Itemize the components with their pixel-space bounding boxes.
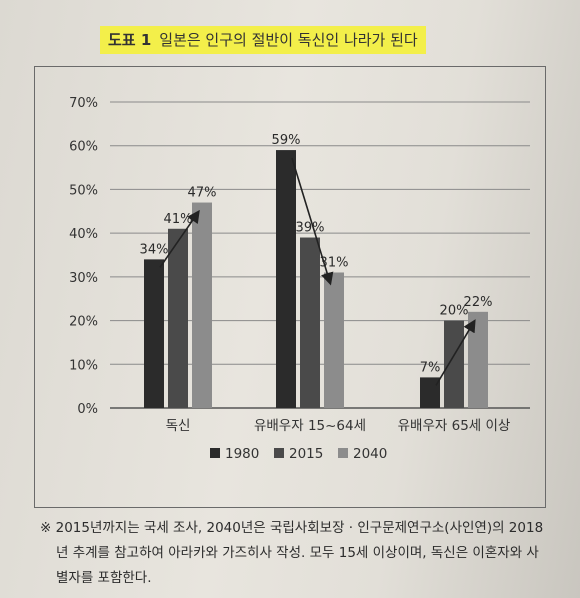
data-label: 34% xyxy=(140,242,169,257)
data-label: 31% xyxy=(320,255,349,270)
legend-label: 2040 xyxy=(353,446,387,462)
bar-2040 xyxy=(468,311,488,408)
bar-chart: 0% 10% 20% 30% 40% 50% 60% 70% 34% 59% 7% 41% 39% 20%… xyxy=(69,96,530,462)
trend-arrow xyxy=(291,157,334,286)
legend-swatch xyxy=(274,448,284,458)
x-tick-label: 유배우자 65세 이상 xyxy=(398,418,511,434)
data-label: 47% xyxy=(188,186,217,201)
y-tick-label: 20% xyxy=(69,315,98,330)
data-label: 22% xyxy=(464,295,493,310)
bar-2040 xyxy=(192,202,212,408)
x-tick-label: 독신 xyxy=(166,418,191,434)
y-tick-label: 70% xyxy=(69,96,98,111)
bar-2015 xyxy=(300,237,320,408)
bar-2015 xyxy=(444,320,464,408)
legend-swatch xyxy=(338,448,348,458)
x-tick-label: 유배우자 15~64세 xyxy=(254,418,366,434)
chart-frame xyxy=(34,66,546,508)
figure-tag: 도표 1 xyxy=(108,31,152,49)
y-tick-label: 40% xyxy=(69,227,98,242)
data-label: 59% xyxy=(272,133,301,148)
y-tick-label: 50% xyxy=(69,183,98,198)
data-label: 41% xyxy=(164,212,193,227)
footnote: ※ 2015년까지는 국세 조사, 2040년은 국립사회보장 · 인구문제연구… xyxy=(40,520,544,586)
trend-arrow xyxy=(435,319,476,386)
bar-2040 xyxy=(324,272,344,408)
data-label: 39% xyxy=(296,221,325,236)
data-label: 7% xyxy=(420,360,441,375)
data-label: 20% xyxy=(440,304,469,319)
y-tick-label: 10% xyxy=(69,358,98,373)
legend-label: 2015 xyxy=(289,446,323,462)
legend-label: 1980 xyxy=(225,446,259,462)
y-tick-label: 60% xyxy=(69,140,98,155)
bar-1980 xyxy=(276,150,296,408)
legend-swatch xyxy=(210,448,220,458)
y-tick-label: 30% xyxy=(69,271,98,286)
figure-title: 도표 1 일본은 인구의 절반이 독신인 나라가 된다 xyxy=(100,26,426,54)
bar-2015 xyxy=(168,228,188,408)
bar-1980 xyxy=(420,377,440,408)
y-tick-label: 0% xyxy=(77,402,98,417)
bar-1980 xyxy=(144,259,164,408)
trend-arrow xyxy=(159,209,200,268)
figure-title-text: 일본은 인구의 절반이 독신인 나라가 된다 xyxy=(159,31,418,49)
